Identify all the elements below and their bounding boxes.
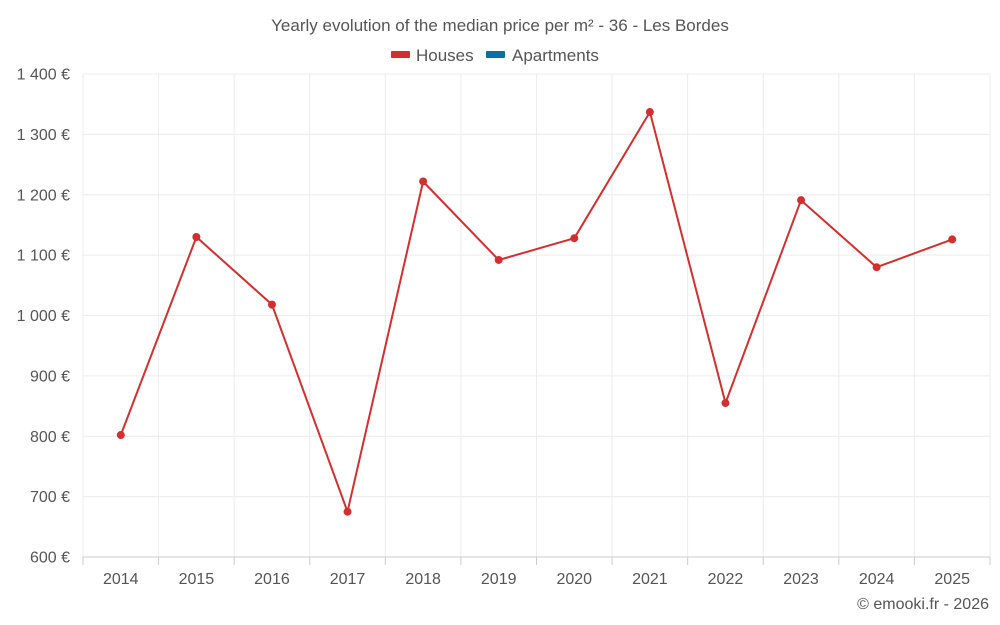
houses-point-2017[interactable] xyxy=(343,507,352,516)
houses-point-2016[interactable] xyxy=(267,300,276,309)
x-tick-label: 2020 xyxy=(556,571,592,588)
y-tick-label: 1 400 € xyxy=(17,67,70,84)
houses-point-2021[interactable] xyxy=(645,108,654,117)
legend-item-apartments[interactable]: Apartments xyxy=(486,46,599,65)
x-tick-label: 2022 xyxy=(708,571,744,588)
legend-label-apartments: Apartments xyxy=(512,46,599,65)
x-tick-label: 2025 xyxy=(934,571,970,588)
gridlines xyxy=(82,73,991,557)
houses-point-2018[interactable] xyxy=(419,177,428,186)
houses-point-2014[interactable] xyxy=(116,431,125,440)
x-tick-label: 2016 xyxy=(254,571,290,588)
x-tick-label: 2019 xyxy=(481,571,517,588)
houses-point-2025[interactable] xyxy=(948,235,957,244)
y-tick-label: 1 300 € xyxy=(17,127,70,144)
x-axis: 2014 2015 2016 2017 2018 2019 2020 2021 2022 2023… xyxy=(82,556,991,588)
legend-swatch-houses xyxy=(391,51,410,58)
legend-label-houses: Houses xyxy=(416,46,474,65)
y-tick-label: 1 000 € xyxy=(17,308,70,325)
x-tick-label: 2018 xyxy=(405,571,441,588)
x-tick-label: 2017 xyxy=(330,571,366,588)
houses-point-2022[interactable] xyxy=(721,399,730,408)
x-tick-label: 2014 xyxy=(103,571,139,588)
x-tick-label: 2015 xyxy=(179,571,215,588)
y-tick-label: 700 € xyxy=(30,489,70,506)
credit-text: © emooki.fr - 2026 xyxy=(857,596,989,613)
series-houses xyxy=(116,108,957,516)
y-tick-label: 1 100 € xyxy=(17,248,70,265)
houses-point-2020[interactable] xyxy=(570,234,579,243)
chart-title: Yearly evolution of the median price per… xyxy=(271,16,729,35)
y-axis: 600 € 700 € 800 € 900 € 1 000 € 1 100 € 1 200 … xyxy=(17,67,70,567)
houses-point-2019[interactable] xyxy=(494,255,503,264)
y-tick-label: 900 € xyxy=(30,368,70,385)
houses-point-2023[interactable] xyxy=(797,196,806,205)
x-tick-label: 2021 xyxy=(632,571,668,588)
x-tick-label: 2024 xyxy=(859,571,895,588)
houses-point-2015[interactable] xyxy=(192,233,201,242)
houses-point-2024[interactable] xyxy=(872,263,881,272)
legend-swatch-apartments xyxy=(486,51,505,58)
x-tick-label: 2023 xyxy=(783,571,819,588)
legend-item-houses[interactable]: Houses xyxy=(391,46,474,65)
y-tick-label: 600 € xyxy=(30,550,70,567)
legend: Houses Apartments xyxy=(391,46,599,65)
houses-line xyxy=(119,111,953,513)
y-tick-label: 1 200 € xyxy=(17,187,70,204)
y-tick-label: 800 € xyxy=(30,429,70,446)
